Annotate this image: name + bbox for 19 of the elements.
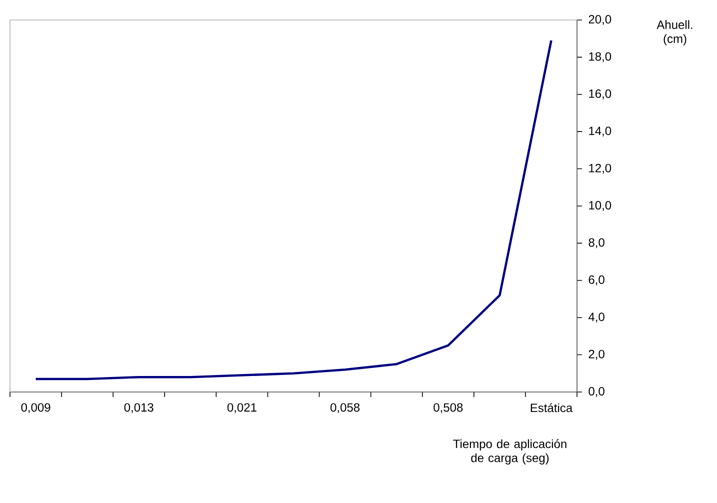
x-tick-label: Estática [530,403,573,412]
y-tick-label: 0,0 [588,387,604,397]
y-tick-label: 20,0 [588,15,612,25]
y-tick-label: 8,0 [588,238,604,248]
y-tick-label: 16,0 [589,89,612,100]
x-tick-label: 0,021 [227,403,256,414]
y-tick-label: 6,0 [588,275,604,286]
x-tick-label: 0,058 [330,403,360,414]
y-tick-label: 18,0 [589,52,612,62]
y-tick-label: 2,0 [588,350,604,360]
y-tick-label: 4,0 [588,312,604,323]
y-tick-label: 14,0 [589,126,612,137]
x-tick-label: 0,508 [434,403,463,414]
y-tick-label: 10,0 [589,201,612,211]
y-tick-label: 12,0 [589,164,612,174]
x-tick-label: 0,013 [124,403,154,414]
x-tick-label: 0,009 [21,403,50,414]
x-axis-title: Tiempo de aplicación de carga (seg) [453,439,566,465]
y-axis-title: Ahuell. (cm) [656,20,692,46]
